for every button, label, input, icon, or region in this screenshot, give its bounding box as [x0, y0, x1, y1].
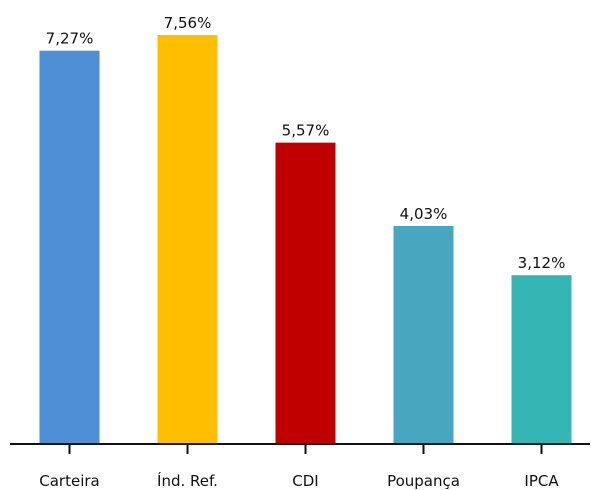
- x-ticks-layer: [68, 444, 543, 454]
- bar: [157, 35, 218, 444]
- bar-value-label: 7,27%: [46, 30, 94, 48]
- bar: [39, 50, 100, 445]
- bar-value-label: 5,57%: [282, 122, 330, 140]
- x-tick-label: CDI: [292, 472, 318, 490]
- bar: [511, 275, 572, 444]
- bar-value-label: 3,12%: [518, 254, 566, 272]
- bar: [393, 225, 454, 444]
- value-labels-layer: 7,27% 7,56% 5,57% 4,03% 3,12%: [46, 14, 566, 272]
- x-tick-label: Poupança: [387, 472, 460, 490]
- bar: [275, 142, 336, 445]
- bar-value-label: 4,03%: [400, 205, 448, 223]
- x-tick-label: Carteira: [39, 472, 99, 490]
- x-tick-labels-layer: Carteira Índ. Ref. CDI Poupança IPCA: [39, 471, 559, 490]
- bars-layer: [39, 35, 572, 445]
- x-tick-label: IPCA: [524, 472, 559, 490]
- bar-value-label: 7,56%: [164, 14, 212, 32]
- x-tick-label: Índ. Ref.: [157, 471, 218, 490]
